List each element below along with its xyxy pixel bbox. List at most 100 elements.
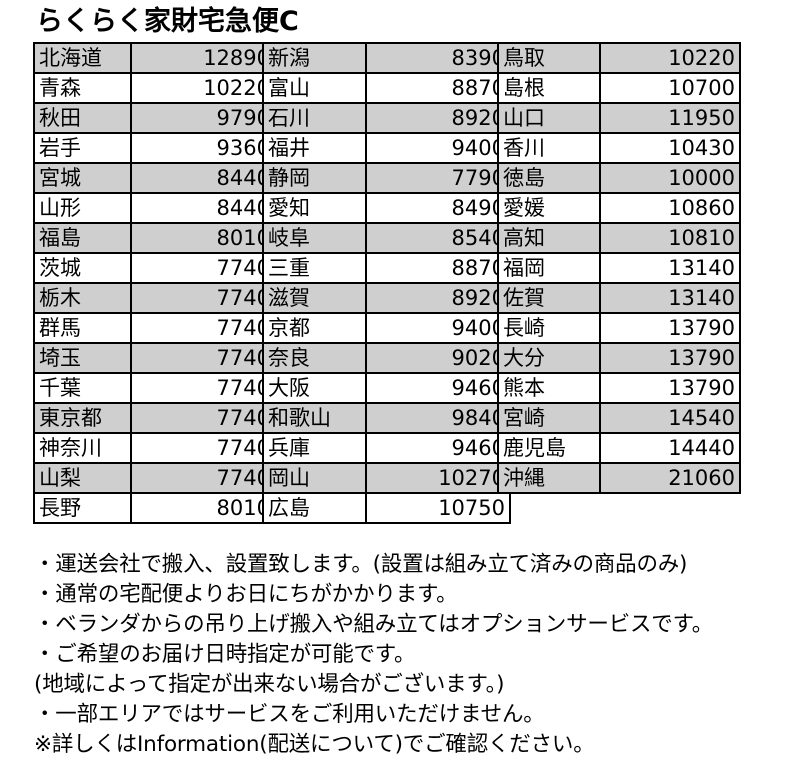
prefecture-name-cell: 福島 <box>33 222 132 254</box>
prefecture-name-cell: 愛媛 <box>497 192 601 224</box>
prefecture-name-cell: 山形 <box>33 192 132 224</box>
rate-column-group-1: 北海道 12890 青森 10220 秋田 9790 岩手 9360 宮城 8440 山形 8440 福… <box>33 42 276 524</box>
table-row: 鳥取 10220 <box>497 42 741 74</box>
shipping-price-cell: 8870 <box>365 252 511 284</box>
table-row: 高知 10810 <box>497 222 741 254</box>
prefecture-name-cell: 青森 <box>33 72 132 104</box>
prefecture-name-cell: 熊本 <box>497 372 601 404</box>
shipping-price-cell: 10220 <box>130 72 276 104</box>
prefecture-name-cell: 広島 <box>262 492 367 524</box>
table-row: 徳島 10000 <box>497 162 741 194</box>
shipping-rate-table: 北海道 12890 青森 10220 秋田 9790 岩手 9360 宮城 8440 山形 8440 福… <box>33 42 741 534</box>
page-title: らくらく家財宅急便C <box>36 6 299 37</box>
prefecture-name-cell: 和歌山 <box>262 402 367 434</box>
table-row: 神奈川 7740 <box>33 432 276 464</box>
rate-column-group-2: 新潟 8390 富山 8870 石川 8920 福井 9400 静岡 7790 愛知 8490 岐阜 85… <box>262 42 511 524</box>
shipping-price-cell: 7740 <box>130 432 276 464</box>
table-row: 奈良 9020 <box>262 342 511 374</box>
table-row: 千葉 7740 <box>33 372 276 404</box>
shipping-price-cell: 13140 <box>599 252 741 284</box>
prefecture-name-cell: 佐賀 <box>497 282 601 314</box>
rate-rows-group-2: 新潟 8390 富山 8870 石川 8920 福井 9400 静岡 7790 愛知 8490 岐阜 85… <box>262 42 511 524</box>
prefecture-name-cell: 兵庫 <box>262 432 367 464</box>
prefecture-name-cell: 沖縄 <box>497 462 601 494</box>
shipping-price-cell: 14540 <box>599 402 741 434</box>
prefecture-name-cell: 長崎 <box>497 312 601 344</box>
shipping-price-cell: 9460 <box>365 372 511 404</box>
table-row: 宮崎 14540 <box>497 402 741 434</box>
table-row: 宮城 8440 <box>33 162 276 194</box>
prefecture-name-cell: 千葉 <box>33 372 132 404</box>
shipping-price-cell: 8010 <box>130 492 276 524</box>
table-row: 北海道 12890 <box>33 42 276 74</box>
table-row: 富山 8870 <box>262 72 511 104</box>
prefecture-name-cell: 滋賀 <box>262 282 367 314</box>
table-row: 大阪 9460 <box>262 372 511 404</box>
shipping-price-cell: 21060 <box>599 462 741 494</box>
shipping-price-cell: 7740 <box>130 372 276 404</box>
table-row: 秋田 9790 <box>33 102 276 134</box>
prefecture-name-cell: 神奈川 <box>33 432 132 464</box>
table-row: 岩手 9360 <box>33 132 276 164</box>
shipping-price-cell: 13790 <box>599 372 741 404</box>
table-row: 静岡 7790 <box>262 162 511 194</box>
prefecture-name-cell: 愛知 <box>262 192 367 224</box>
note-line: ・運送会社で搬入、設置致します。(設置は組み立て済みの商品のみ) <box>34 552 688 577</box>
shipping-price-cell: 10860 <box>599 192 741 224</box>
table-row: 島根 10700 <box>497 72 741 104</box>
prefecture-name-cell: 高知 <box>497 222 601 254</box>
shipping-price-cell: 9790 <box>130 102 276 134</box>
table-row: 熊本 13790 <box>497 372 741 404</box>
shipping-price-cell: 10270 <box>365 462 511 494</box>
table-row: 広島 10750 <box>262 492 511 524</box>
table-row: 群馬 7740 <box>33 312 276 344</box>
shipping-price-cell: 9360 <box>130 132 276 164</box>
shipping-price-cell: 14440 <box>599 432 741 464</box>
prefecture-name-cell: 長野 <box>33 492 132 524</box>
rate-rows-group-3: 鳥取 10220 島根 10700 山口 11950 香川 10430 徳島 10000 愛媛 108… <box>497 42 741 494</box>
note-line: ・一部エリアではサービスをご利用いただけません。 <box>34 702 545 727</box>
table-row: 福岡 13140 <box>497 252 741 284</box>
shipping-price-cell: 10810 <box>599 222 741 254</box>
prefecture-name-cell: 大阪 <box>262 372 367 404</box>
prefecture-name-cell: 三重 <box>262 252 367 284</box>
table-row: 鹿児島 14440 <box>497 432 741 464</box>
shipping-price-cell: 10220 <box>599 42 741 74</box>
prefecture-name-cell: 東京都 <box>33 402 132 434</box>
note-line: ※詳しくはInformation(配送について)でご確認ください。 <box>34 732 595 757</box>
table-row: 岐阜 8540 <box>262 222 511 254</box>
table-row: 長野 8010 <box>33 492 276 524</box>
prefecture-name-cell: 鹿児島 <box>497 432 601 464</box>
shipping-price-cell: 11950 <box>599 102 741 134</box>
shipping-price-cell: 10700 <box>599 72 741 104</box>
table-row: 兵庫 9460 <box>262 432 511 464</box>
table-row: 愛知 8490 <box>262 192 511 224</box>
shipping-price-cell: 9020 <box>365 342 511 374</box>
shipping-price-cell: 13140 <box>599 282 741 314</box>
shipping-price-cell: 7790 <box>365 162 511 194</box>
prefecture-name-cell: 新潟 <box>262 42 367 74</box>
shipping-price-cell: 12890 <box>130 42 276 74</box>
shipping-price-cell: 7740 <box>130 342 276 374</box>
note-line: (地域によって指定が出来ない場合がございます。) <box>34 672 505 697</box>
table-row: 東京都 7740 <box>33 402 276 434</box>
shipping-price-cell: 10430 <box>599 132 741 164</box>
table-row: 栃木 7740 <box>33 282 276 314</box>
note-line: ・通常の宅配便よりお日にちがかかります。 <box>34 582 458 607</box>
prefecture-name-cell: 宮城 <box>33 162 132 194</box>
table-row: 石川 8920 <box>262 102 511 134</box>
table-row: 香川 10430 <box>497 132 741 164</box>
table-row: 佐賀 13140 <box>497 282 741 314</box>
prefecture-name-cell: 徳島 <box>497 162 601 194</box>
table-row: 山口 11950 <box>497 102 741 134</box>
prefecture-name-cell: 奈良 <box>262 342 367 374</box>
prefecture-name-cell: 岡山 <box>262 462 367 494</box>
prefecture-name-cell: 香川 <box>497 132 601 164</box>
prefecture-name-cell: 秋田 <box>33 102 132 134</box>
shipping-price-cell: 7740 <box>130 282 276 314</box>
shipping-price-cell: 8390 <box>365 42 511 74</box>
prefecture-name-cell: 山口 <box>497 102 601 134</box>
table-row: 愛媛 10860 <box>497 192 741 224</box>
note-line: ・ベランダからの吊り上げ搬入や組み立てはオプションサービスです。 <box>34 612 714 637</box>
shipping-price-cell: 8540 <box>365 222 511 254</box>
